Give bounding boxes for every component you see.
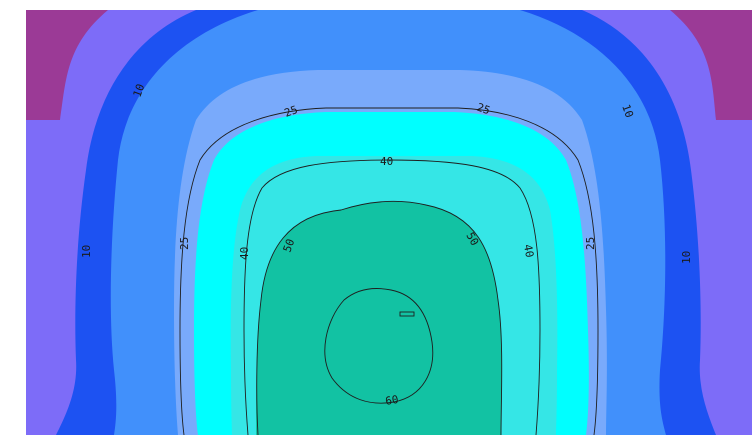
- contour-label-10-top-left: 10: [131, 82, 148, 99]
- contour-plot: 10 10 10 10 25 25 25 25 40 40 40 50 50 6…: [26, 10, 752, 435]
- contour-label-50-right: 50: [463, 230, 481, 248]
- contour-label-10-left: 10: [80, 245, 93, 258]
- contour-label-40-top: 40: [380, 155, 393, 168]
- contour-line-60: [324, 288, 434, 404]
- contour-label-10-top-right: 10: [619, 103, 636, 120]
- contour-label-40-left: 40: [238, 247, 251, 260]
- contour-label-25-right: 25: [584, 237, 597, 250]
- contour-line-60-marker: [399, 311, 415, 317]
- contour-plot-svg: 10 10 10 10 25 25 25 25 40 40 40 50 50 6…: [26, 10, 752, 435]
- contour-line-25: [179, 107, 599, 435]
- band-50-70: [256, 201, 502, 435]
- contour-line-40: [243, 159, 541, 435]
- contour-label-60: 60: [384, 393, 399, 408]
- contour-label-25-top-right: 25: [475, 101, 492, 118]
- contour-label-10-right: 10: [680, 251, 693, 264]
- contour-label-40-right: 40: [521, 243, 536, 258]
- contour-label-50-left: 50: [281, 237, 298, 254]
- contour-label-25-left: 25: [178, 237, 191, 250]
- contour-label-25-top-left: 25: [283, 103, 300, 120]
- contour-line-50: [256, 200, 503, 435]
